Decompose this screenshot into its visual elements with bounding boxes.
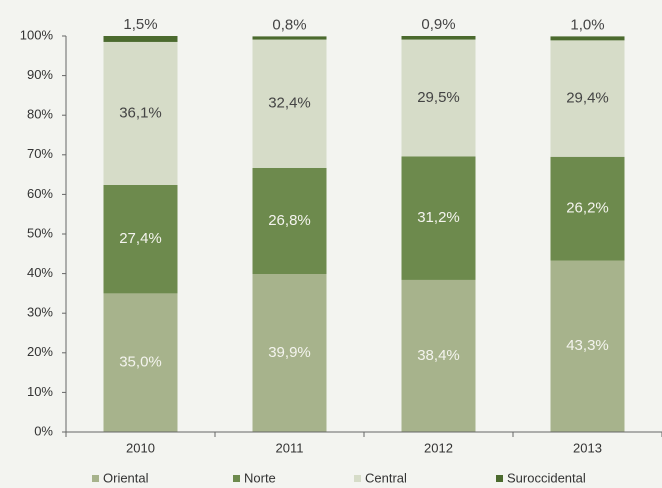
bar-segment [103,184,178,294]
legend-label: Norte [244,470,276,485]
legend-label: Suroccidental [507,470,586,485]
data-label: 38,4% [417,347,460,364]
x-tick-label: 2011 [276,440,304,455]
data-label: 1,0% [570,16,604,33]
bar-segment [401,156,476,280]
bar-segment [252,36,327,40]
data-label: 29,4% [566,90,609,107]
data-label: 32,4% [268,95,311,112]
data-label: 1,5% [123,16,157,33]
y-tick-label: 100% [20,27,54,42]
y-tick-label: 90% [27,67,53,82]
x-tick-label: 2013 [573,440,602,455]
bar-segment [550,260,625,432]
y-tick-label: 80% [27,107,53,122]
legend-swatch [92,475,99,482]
bar-segment [252,273,327,432]
y-tick-label: 0% [34,423,53,438]
bar-segment [401,279,476,432]
data-label: 43,3% [566,337,609,354]
y-tick-label: 20% [27,344,53,359]
y-tick-label: 70% [27,146,53,161]
bar-segment [252,39,327,168]
bar-segment [103,41,178,185]
data-label: 36,1% [119,104,162,121]
bar-segment [550,36,625,41]
legend-label: Oriental [103,470,149,485]
y-tick-label: 60% [27,186,53,201]
data-label: 27,4% [119,230,162,247]
bar-segment [252,167,327,274]
y-tick-label: 40% [27,265,53,280]
bar-segment [103,293,178,432]
data-label: 0,8% [272,16,306,33]
legend-swatch [233,475,240,482]
x-tick-label: 2012 [424,440,453,455]
data-label: 26,8% [268,212,311,229]
data-label: 39,9% [268,344,311,361]
y-tick-label: 50% [27,225,53,240]
data-label: 29,5% [417,89,460,106]
bar-segment [401,36,476,40]
y-tick-label: 30% [27,305,53,320]
bar-segment [550,40,625,157]
data-label: 0,9% [421,16,455,33]
legend-label: Central [365,470,407,485]
y-tick-label: 10% [27,384,53,399]
bar-segment [103,36,178,42]
bar-segment [401,39,476,157]
legend-swatch [354,475,361,482]
x-tick-label: 2010 [126,440,155,455]
data-label: 26,2% [566,200,609,217]
legend-swatch [496,475,503,482]
bar-segment [550,156,625,261]
data-label: 35,0% [119,354,162,371]
data-label: 31,2% [417,209,460,226]
